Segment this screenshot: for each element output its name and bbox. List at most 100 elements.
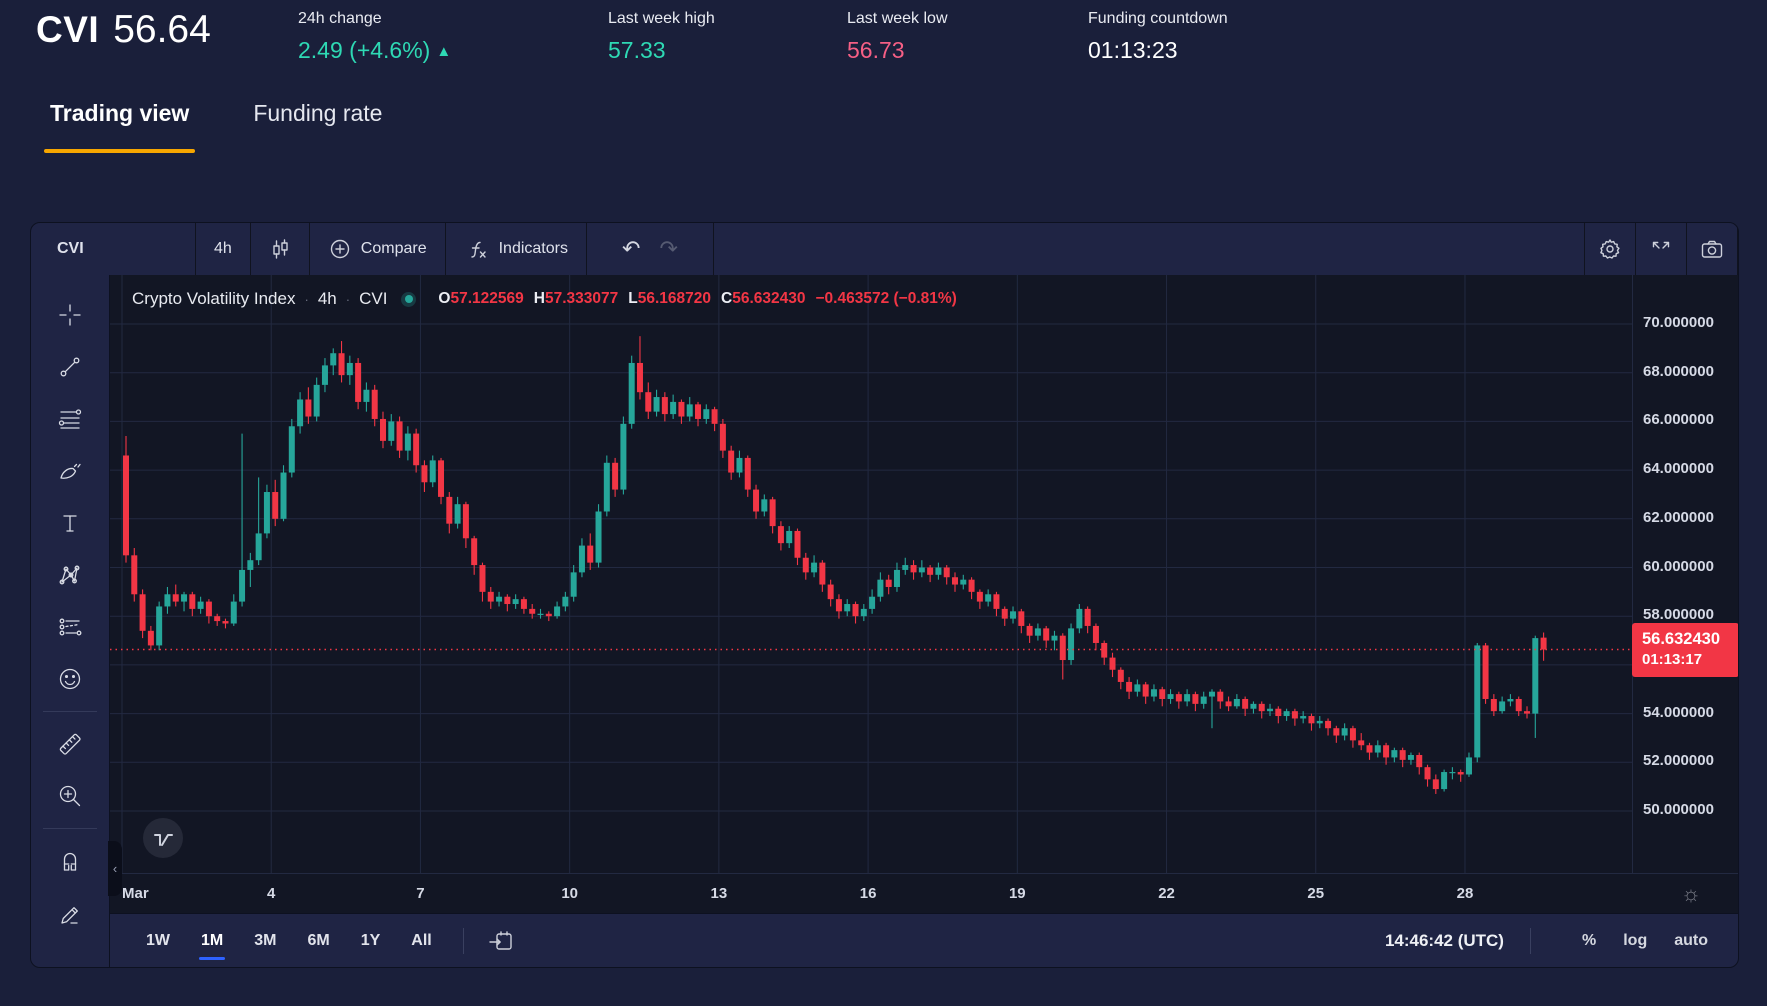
- candle-up: [321, 365, 328, 385]
- candle-up: [570, 572, 577, 597]
- price-axis-label: 58.000000: [1643, 606, 1714, 624]
- candle-down: [545, 613, 552, 617]
- go-to-date-button[interactable]: [488, 929, 514, 953]
- legend-title[interactable]: Crypto Volatility Index: [132, 289, 296, 308]
- candle-down: [396, 421, 403, 451]
- chart-plot[interactable]: [110, 275, 1632, 873]
- time-axis-label: 25: [1307, 885, 1325, 902]
- candle-down: [1457, 772, 1464, 775]
- log-scale-button[interactable]: log: [1623, 931, 1648, 949]
- gear-icon: [1600, 239, 1620, 259]
- candle-up: [1441, 772, 1448, 790]
- candle-down: [636, 362, 643, 393]
- candle-down: [462, 504, 469, 539]
- auto-scale-button[interactable]: auto: [1674, 931, 1708, 949]
- candle-down: [952, 577, 958, 585]
- candle-up: [1051, 635, 1058, 641]
- candle-up: [893, 569, 900, 587]
- tool-emoji-icon[interactable]: [48, 653, 92, 705]
- tool-ruler-icon[interactable]: [48, 718, 92, 770]
- range-1y[interactable]: 1Y: [360, 931, 381, 949]
- compare-button[interactable]: Compare: [309, 223, 445, 275]
- candle-up: [1250, 703, 1257, 709]
- candle-up: [297, 399, 304, 427]
- bottom-bar: 1W 1M 3M 6M 1Y All 14:46:42 (UTC) % log …: [110, 913, 1738, 967]
- candle-up: [1267, 708, 1274, 712]
- candle-up: [860, 608, 867, 617]
- candle-up: [1134, 684, 1141, 692]
- tool-crosshair-icon[interactable]: [48, 289, 92, 341]
- candle-up: [1374, 745, 1381, 753]
- tool-magnet-icon[interactable]: [48, 835, 92, 887]
- candle-down: [446, 496, 453, 524]
- tool-zoom-in-icon[interactable]: [48, 770, 92, 822]
- candle-style-button[interactable]: [250, 223, 309, 275]
- tool-draw-icon[interactable]: [48, 887, 92, 939]
- candle-down: [205, 601, 212, 617]
- range-1m[interactable]: 1M: [199, 926, 226, 960]
- view-tabs: Trading view Funding rate: [43, 100, 383, 153]
- candle-up: [280, 472, 287, 519]
- candle-up: [628, 362, 635, 424]
- candle-up: [1184, 694, 1191, 702]
- price-axis-label: 50.000000: [1643, 801, 1714, 818]
- candle-up: [1465, 757, 1472, 775]
- range-1w[interactable]: 1W: [146, 931, 170, 949]
- candle-down: [794, 530, 801, 558]
- tab-trading-view[interactable]: Trading view: [43, 100, 196, 153]
- chart-legend: Crypto Volatility Index · 4h · CVI O57.1…: [132, 289, 957, 308]
- candle-down: [379, 418, 386, 441]
- redo-button[interactable]: ↷: [659, 236, 678, 261]
- candle-down: [421, 465, 428, 483]
- clock-utc[interactable]: 14:46:42 (UTC): [1384, 930, 1504, 950]
- time-axis-label: 16: [859, 885, 877, 902]
- candle-down: [355, 362, 362, 402]
- undo-button[interactable]: ↶: [622, 236, 641, 261]
- candle-up: [1341, 728, 1348, 736]
- range-3m[interactable]: 3M: [254, 931, 277, 949]
- time-axis[interactable]: ☼ Mar 4 7 10 13 16 19 22 25 28: [110, 873, 1738, 914]
- candle-down: [1515, 698, 1522, 712]
- tool-trend-line-icon[interactable]: [48, 341, 92, 393]
- candle-up: [1316, 720, 1323, 724]
- funding-countdown-label: 01:13:17: [1642, 651, 1703, 669]
- tab-funding-rate[interactable]: Funding rate: [253, 100, 383, 126]
- candle-down: [131, 555, 138, 595]
- candle-up: [877, 579, 884, 597]
- main-quote: CVI 56.64: [36, 8, 211, 52]
- candle-up: [603, 462, 610, 512]
- symbol-button[interactable]: CVI: [31, 223, 195, 275]
- stat-value: 01:13:23: [1088, 37, 1178, 63]
- candle-down: [661, 397, 668, 415]
- range-6m[interactable]: 6M: [307, 931, 330, 949]
- settings-button[interactable]: [1585, 223, 1635, 275]
- candle-up: [1532, 638, 1539, 714]
- candle-up: [363, 389, 370, 402]
- candle-down: [719, 423, 726, 451]
- collapse-sidebar-tab[interactable]: ‹: [108, 841, 122, 896]
- candle-up: [1200, 696, 1207, 704]
- fullscreen-button[interactable]: [1636, 223, 1686, 275]
- candle-down: [943, 567, 950, 578]
- range-all[interactable]: All: [411, 931, 432, 949]
- price-axis[interactable]: 70.000000 68.000000 66.000000 64.000000 62.0…: [1632, 275, 1738, 873]
- interval-button[interactable]: 4h: [196, 223, 250, 275]
- stat-value: 57.33: [608, 37, 666, 63]
- candle-up: [454, 504, 461, 524]
- candle-down: [520, 599, 527, 609]
- sun-icon[interactable]: ☼: [1680, 881, 1701, 906]
- tool-text-icon[interactable]: [48, 497, 92, 549]
- tool-xabcd-pattern-icon[interactable]: [48, 549, 92, 601]
- candle-up: [1150, 689, 1157, 697]
- tool-brush-icon[interactable]: [48, 445, 92, 497]
- price-axis-label: 70.000000: [1643, 314, 1714, 331]
- percent-scale-button[interactable]: %: [1581, 931, 1597, 949]
- tool-fib-retracement-icon[interactable]: [48, 393, 92, 445]
- indicators-button[interactable]: Indicators: [445, 223, 586, 275]
- legend-interval: 4h: [317, 289, 337, 308]
- stat-last-week-low: Last week low 56.73: [847, 10, 948, 64]
- candle-up: [1449, 772, 1456, 774]
- price-axis-label: 68.000000: [1643, 362, 1714, 380]
- snapshot-button[interactable]: [1687, 223, 1737, 275]
- tool-forecast-icon[interactable]: [48, 601, 92, 653]
